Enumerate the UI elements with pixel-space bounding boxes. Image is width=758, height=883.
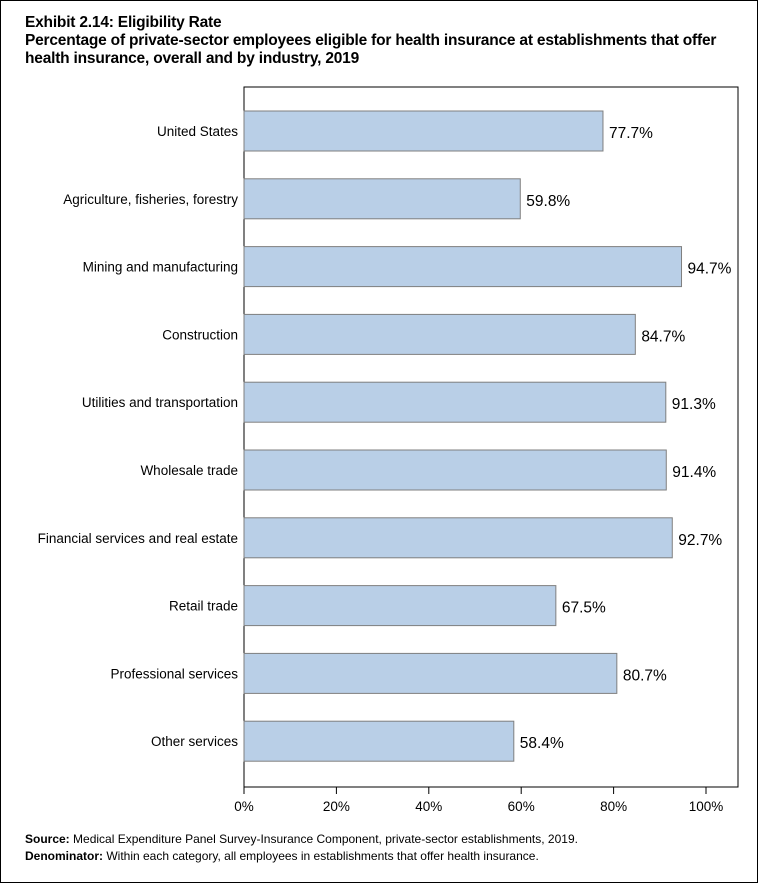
- data-label: 67.5%: [562, 600, 606, 617]
- x-tick-label: 0%: [234, 799, 254, 814]
- data-label: 80.7%: [623, 667, 667, 684]
- bar: [243, 517, 673, 559]
- data-label: 91.4%: [672, 464, 716, 481]
- data-label: 94.7%: [688, 261, 732, 278]
- bar: [243, 652, 618, 694]
- bar: [243, 585, 557, 627]
- bar: [243, 381, 667, 423]
- source-note: Source: Medical Expenditure Panel Survey…: [25, 832, 578, 846]
- category-label: Agriculture, fisheries, forestry: [63, 192, 238, 207]
- x-tick-label: 80%: [600, 799, 627, 814]
- data-label: 91.3%: [672, 396, 716, 413]
- bar: [243, 720, 515, 762]
- category-label: Professional services: [110, 666, 238, 681]
- category-label: Wholesale trade: [140, 463, 238, 478]
- denominator-label: Denominator:: [25, 849, 103, 863]
- plot-area: [243, 86, 739, 788]
- x-tick-label: 60%: [508, 799, 535, 814]
- bar: [243, 178, 521, 220]
- category-label: United States: [157, 124, 238, 139]
- source-text: Medical Expenditure Panel Survey-Insuran…: [69, 832, 578, 846]
- data-label: 77.7%: [609, 125, 653, 142]
- category-label: Other services: [151, 734, 238, 749]
- category-label: Mining and manufacturing: [83, 260, 238, 275]
- bar: [243, 110, 604, 152]
- chart-title: Exhibit 2.14: Eligibility Rate: [25, 14, 222, 31]
- x-tick-label: 20%: [323, 799, 350, 814]
- data-label: 92.7%: [678, 532, 722, 549]
- chart-subtitle: Percentage of private-sector employees e…: [25, 32, 717, 67]
- bar: [243, 313, 636, 355]
- bar: [243, 246, 683, 288]
- x-tick-label: 40%: [415, 799, 442, 814]
- data-label: 58.4%: [520, 735, 564, 752]
- denominator-text: Within each category, all employees in e…: [103, 849, 539, 863]
- data-label: 59.8%: [526, 193, 570, 210]
- data-label: 84.7%: [641, 328, 685, 345]
- x-tick-label: 100%: [689, 799, 724, 814]
- category-label: Construction: [162, 327, 238, 342]
- denominator-note: Denominator: Within each category, all e…: [25, 849, 539, 863]
- source-label: Source:: [25, 832, 70, 846]
- bar: [243, 449, 667, 491]
- category-label: Utilities and transportation: [82, 395, 238, 410]
- category-label: Retail trade: [169, 599, 238, 614]
- category-label: Financial services and real estate: [38, 531, 238, 546]
